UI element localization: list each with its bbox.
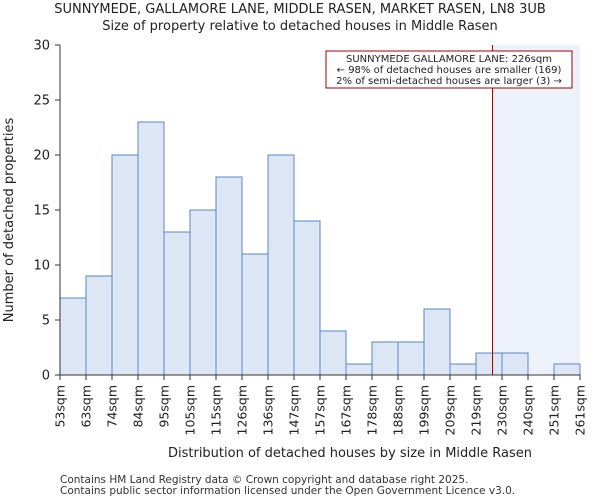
x-tick-label: 157sqm bbox=[313, 385, 328, 435]
highlight-region bbox=[492, 45, 580, 375]
x-tick-label: 178sqm bbox=[365, 385, 380, 435]
x-tick-label: 115sqm bbox=[209, 385, 224, 435]
x-tick-label: 63sqm bbox=[79, 385, 94, 428]
y-tick-label: 15 bbox=[33, 204, 50, 219]
histogram-bar bbox=[163, 231, 191, 376]
histogram-bar bbox=[215, 176, 243, 376]
annotation-line: SUNNYMEDE GALLAMORE LANE: 226sqm bbox=[346, 54, 552, 65]
histogram-bar bbox=[85, 275, 113, 376]
histogram-bar bbox=[59, 297, 87, 376]
histogram-bar bbox=[241, 253, 269, 376]
histogram-bar bbox=[371, 341, 399, 376]
x-tick-label: 136sqm bbox=[261, 385, 276, 435]
histogram-bar bbox=[553, 363, 581, 376]
footer-copyright: Contains HM Land Registry data © Crown c… bbox=[60, 474, 469, 486]
x-tick-label: 251sqm bbox=[547, 385, 562, 435]
histogram-bar bbox=[475, 352, 503, 376]
x-tick-label: 74sqm bbox=[105, 385, 120, 428]
histogram-bar bbox=[111, 154, 139, 376]
y-tick-label: 30 bbox=[33, 39, 50, 54]
x-tick-label: 209sqm bbox=[443, 385, 458, 435]
x-tick-label: 53sqm bbox=[53, 385, 68, 428]
x-tick-label: 219sqm bbox=[469, 385, 484, 435]
x-tick-label: 167sqm bbox=[339, 385, 354, 435]
annotation-line: ← 98% of detached houses are smaller (16… bbox=[337, 65, 562, 76]
y-tick-label: 5 bbox=[42, 314, 50, 329]
histogram-bar bbox=[267, 154, 295, 376]
histogram-bar bbox=[345, 363, 373, 376]
histogram-bar bbox=[423, 308, 451, 376]
x-tick-label: 240sqm bbox=[521, 385, 536, 435]
x-tick-label: 95sqm bbox=[157, 385, 172, 428]
histogram-bar bbox=[397, 341, 425, 376]
x-axis-label: Distribution of detached houses by size … bbox=[168, 446, 532, 461]
chart-subtitle: Size of property relative to detached ho… bbox=[102, 19, 498, 34]
histogram-bar bbox=[449, 363, 477, 376]
x-tick-label: 199sqm bbox=[417, 385, 432, 435]
y-axis-label: Number of detached properties bbox=[2, 118, 17, 323]
footer-licence: Contains public sector information licen… bbox=[60, 485, 516, 497]
x-tick-label: 105sqm bbox=[183, 385, 198, 435]
x-tick-label: 261sqm bbox=[573, 385, 588, 435]
x-tick-label: 147sqm bbox=[287, 385, 302, 435]
y-tick-label: 0 bbox=[42, 369, 50, 384]
chart-title: SUNNYMEDE, GALLAMORE LANE, MIDDLE RASEN,… bbox=[54, 2, 546, 17]
y-tick-label: 25 bbox=[33, 94, 50, 109]
annotation-line: 2% of semi-detached houses are larger (3… bbox=[336, 76, 562, 87]
x-tick-label: 188sqm bbox=[391, 385, 406, 435]
x-tick-label: 84sqm bbox=[131, 385, 146, 428]
annotation-box bbox=[325, 50, 573, 89]
x-tick-label: 230sqm bbox=[495, 385, 510, 435]
histogram-bar bbox=[319, 330, 347, 376]
y-tick-label: 20 bbox=[33, 149, 50, 164]
histogram-bar bbox=[189, 209, 217, 376]
histogram-bar bbox=[501, 352, 529, 376]
histogram-bar bbox=[293, 220, 321, 376]
histogram-bar bbox=[137, 121, 165, 376]
y-tick-label: 10 bbox=[33, 259, 50, 274]
x-tick-label: 126sqm bbox=[235, 385, 250, 435]
